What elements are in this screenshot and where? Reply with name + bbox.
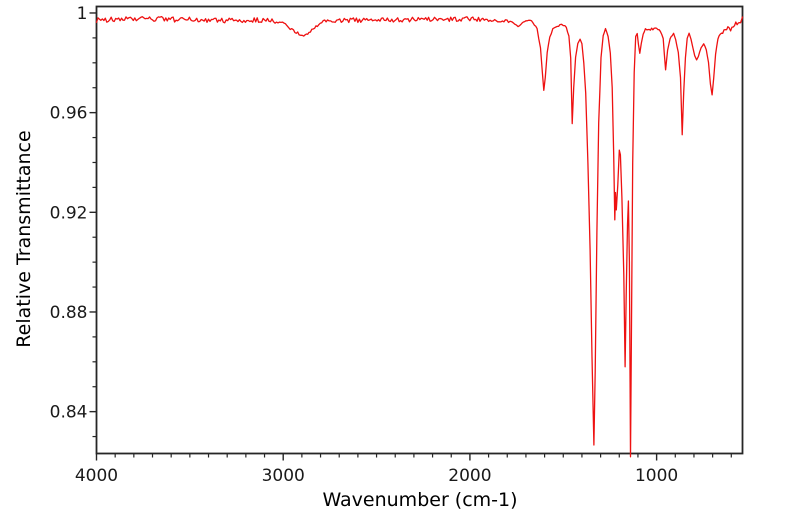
x-tick-label: 1000 [635,466,678,486]
y-tick-label: 0.92 [50,203,88,223]
y-tick-label: 0.88 [50,303,88,323]
axes-frame [95,5,744,455]
y-tick-label: 0.84 [50,403,88,423]
x-tick-label: 2000 [448,466,491,486]
y-tick-label: 0.96 [50,104,88,124]
x-tick-label: 4000 [75,466,118,486]
y-tick-label: 1 [77,4,88,24]
x-tick-label: 3000 [262,466,305,486]
plot-area: 4000 3000 2000 1000 1 0.96 0.92 0.88 0.84 [50,4,744,486]
x-axis-title: Wavenumber (cm-1) [322,489,517,511]
y-axis-title: Relative Transmittance [13,130,35,347]
spectrum-trace [95,15,744,458]
